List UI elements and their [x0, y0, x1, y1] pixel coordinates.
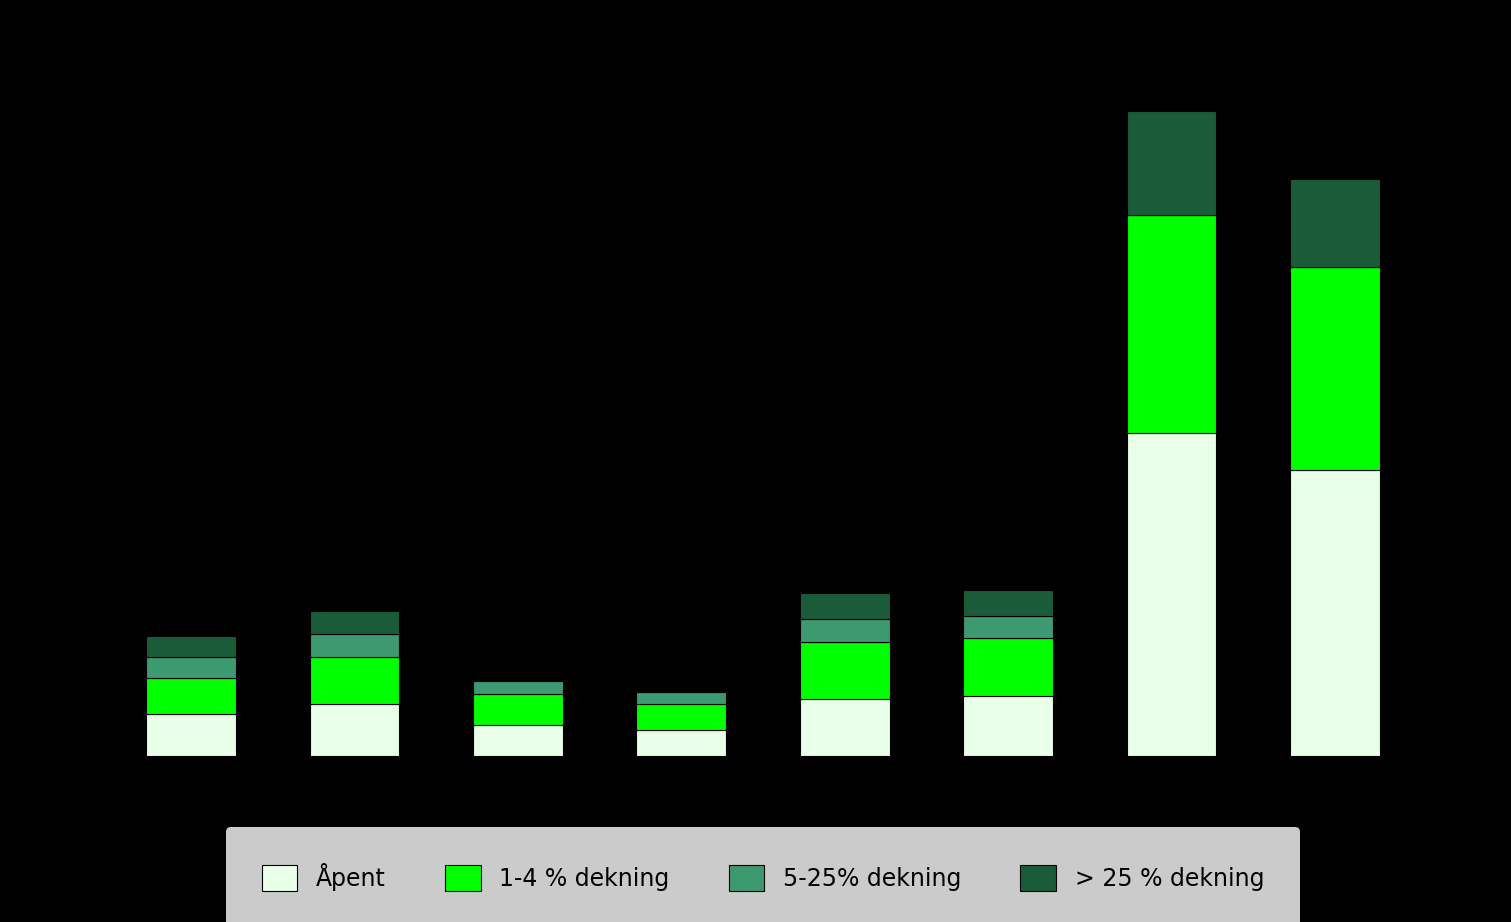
Bar: [473, 681, 564, 693]
Bar: [147, 715, 236, 756]
Bar: [310, 634, 399, 657]
Bar: [799, 642, 890, 699]
Bar: [963, 589, 1053, 616]
Bar: [310, 657, 399, 704]
Bar: [799, 593, 890, 619]
Bar: [636, 704, 727, 730]
Bar: [1127, 215, 1216, 433]
Bar: [963, 638, 1053, 696]
Bar: [1290, 179, 1380, 267]
Bar: [1290, 267, 1380, 470]
Bar: [963, 696, 1053, 756]
Bar: [799, 619, 890, 642]
Bar: [799, 699, 890, 756]
Bar: [147, 678, 236, 715]
Bar: [310, 611, 399, 634]
Legend: Åpent, 1-4 % dekning, 5-25% dekning, > 25 % dekning: Åpent, 1-4 % dekning, 5-25% dekning, > 2…: [227, 828, 1299, 922]
Bar: [636, 692, 727, 704]
Bar: [473, 693, 564, 725]
Bar: [473, 725, 564, 756]
Bar: [310, 704, 399, 756]
Bar: [1127, 111, 1216, 215]
Bar: [636, 730, 727, 756]
Bar: [147, 636, 236, 657]
Bar: [1127, 433, 1216, 756]
Bar: [963, 616, 1053, 638]
Bar: [1290, 470, 1380, 756]
Bar: [147, 657, 236, 678]
